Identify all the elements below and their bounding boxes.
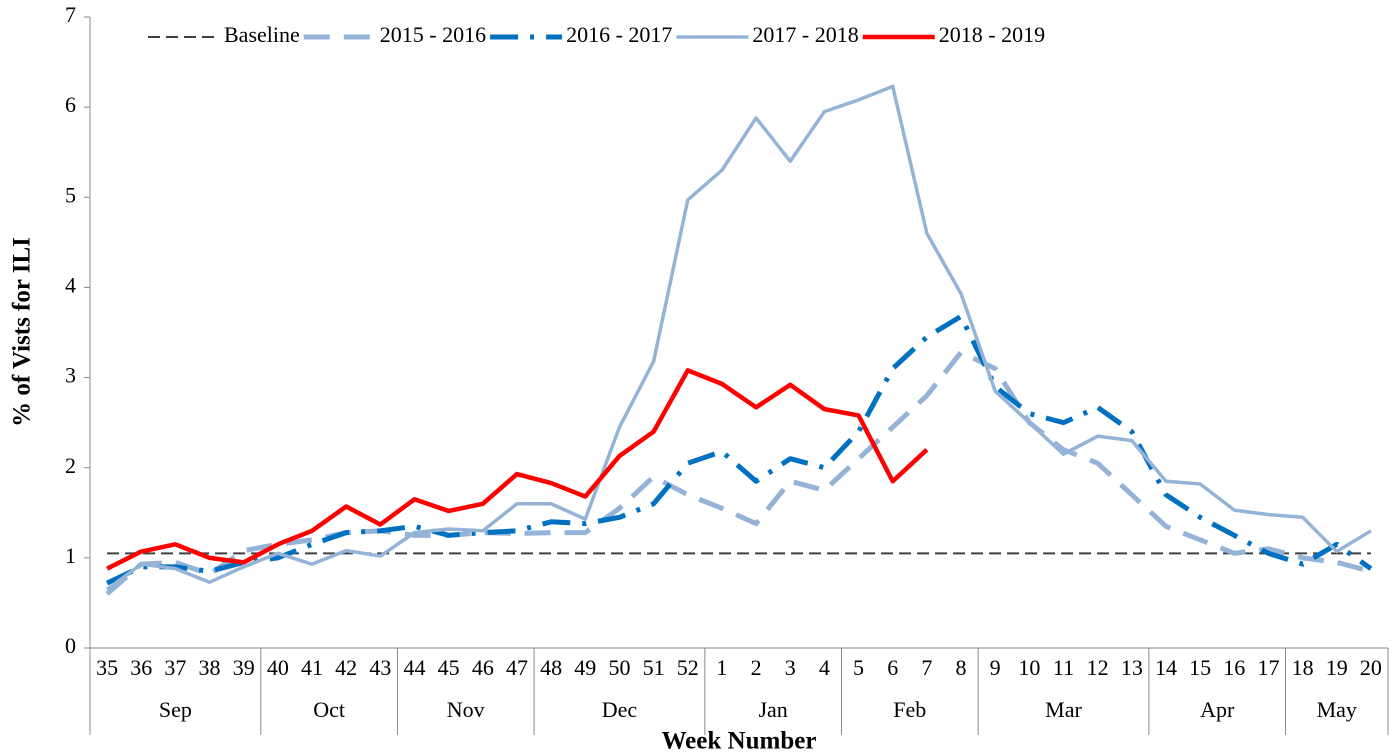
- x-tick-label: 36: [130, 655, 152, 680]
- x-tick-label: 37: [164, 655, 186, 680]
- x-tick-label: 45: [438, 655, 460, 680]
- x-tick-label: 20: [1360, 655, 1382, 680]
- series-line: [105, 349, 1372, 596]
- x-tick-label: 47: [506, 655, 528, 680]
- x-tick-label: 10: [1018, 655, 1040, 680]
- x-group-label: Feb: [893, 697, 926, 722]
- x-group-label: Nov: [447, 697, 485, 722]
- x-tick-label: 13: [1121, 655, 1143, 680]
- x-group-label: Dec: [602, 697, 638, 722]
- x-tick-label: 2: [751, 655, 762, 680]
- y-tick-label: 7: [65, 2, 76, 27]
- x-tick-label: 50: [608, 655, 630, 680]
- x-tick-label: 35: [96, 655, 118, 680]
- x-tick-label: 42: [335, 655, 357, 680]
- x-tick-label: 43: [369, 655, 391, 680]
- x-tick-label: 41: [301, 655, 323, 680]
- x-axis-title: Week Number: [662, 728, 817, 755]
- x-group-label: Apr: [1200, 697, 1235, 722]
- x-group-label: May: [1317, 697, 1357, 722]
- x-tick-label: 5: [853, 655, 864, 680]
- x-tick-label: 18: [1292, 655, 1314, 680]
- x-tick-label: 40: [267, 655, 289, 680]
- y-tick-label: 3: [65, 363, 76, 388]
- y-axis-title: % of Vists for ILI: [9, 237, 36, 427]
- x-tick-label: 49: [574, 655, 596, 680]
- y-tick-label: 1: [65, 543, 76, 568]
- y-tick-label: 0: [65, 633, 76, 658]
- x-tick-label: 48: [540, 655, 562, 680]
- series-line: [106, 313, 1373, 586]
- series-line: [106, 84, 1372, 591]
- x-tick-label: 44: [404, 655, 426, 680]
- x-tick-label: 15: [1189, 655, 1211, 680]
- x-tick-label: 52: [677, 655, 699, 680]
- y-tick-label: 4: [65, 272, 76, 297]
- x-tick-label: 46: [472, 655, 494, 680]
- y-tick-label: 2: [65, 453, 76, 478]
- legend-label: 2017 - 2018: [752, 22, 858, 47]
- y-tick-label: 5: [65, 182, 76, 207]
- legend-label: 2015 - 2016: [380, 22, 486, 47]
- x-group-label: Sep: [159, 697, 192, 722]
- x-tick-label: 6: [887, 655, 898, 680]
- x-tick-label: 17: [1257, 655, 1279, 680]
- series-line: [106, 368, 929, 571]
- x-group-label: Jan: [758, 697, 787, 722]
- x-group-label: Oct: [313, 697, 345, 722]
- x-tick-label: 9: [990, 655, 1001, 680]
- x-tick-label: 11: [1053, 655, 1074, 680]
- x-tick-label: 16: [1223, 655, 1245, 680]
- legend-label: Baseline: [224, 22, 300, 47]
- x-tick-label: 4: [819, 655, 830, 680]
- legend-label: 2016 - 2017: [566, 22, 672, 47]
- x-tick-label: 38: [199, 655, 221, 680]
- x-tick-label: 8: [956, 655, 967, 680]
- x-tick-label: 1: [716, 655, 727, 680]
- x-group-label: Mar: [1045, 697, 1082, 722]
- y-tick-label: 6: [65, 92, 76, 117]
- x-tick-label: 7: [921, 655, 932, 680]
- x-tick-label: 51: [643, 655, 665, 680]
- legend-label: 2018 - 2019: [939, 22, 1045, 47]
- x-tick-label: 12: [1087, 655, 1109, 680]
- x-tick-label: 14: [1155, 655, 1177, 680]
- x-tick-label: 3: [785, 655, 796, 680]
- x-tick-label: 39: [233, 655, 255, 680]
- x-tick-label: 19: [1326, 655, 1348, 680]
